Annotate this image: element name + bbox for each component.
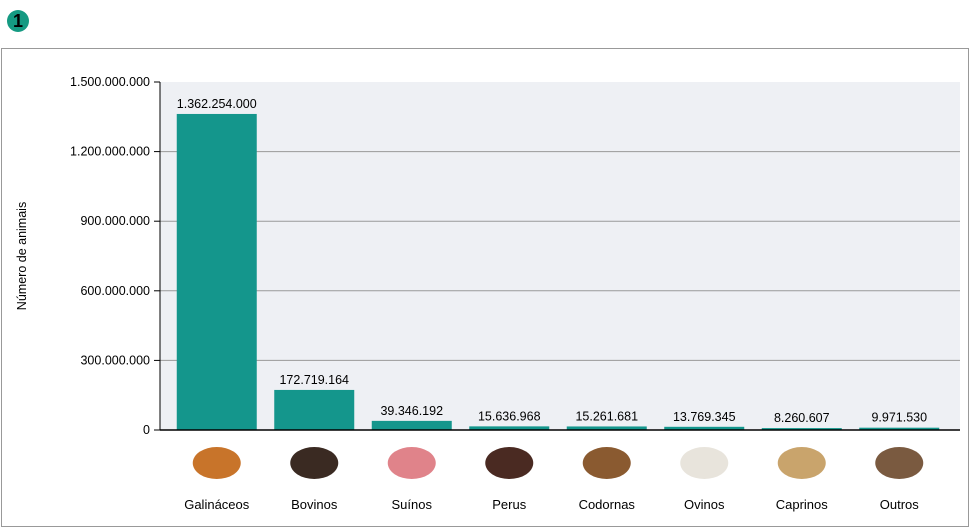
- y-tick-label: 0: [143, 423, 150, 437]
- y-axis-label: Número de animais: [15, 202, 29, 310]
- data-label: 15.261.681: [575, 409, 638, 423]
- y-tick-label: 900.000.000: [80, 214, 150, 228]
- bar-outros: [859, 427, 940, 430]
- bar-codornas: [566, 426, 647, 430]
- bar-perus: [469, 426, 550, 430]
- x-tick-label: Galináceos: [184, 497, 250, 512]
- quail-icon: [582, 447, 631, 479]
- bar-caprinos: [761, 428, 842, 430]
- y-tick-label: 1.500.000.000: [70, 75, 150, 89]
- bar-bovinos: [274, 389, 355, 430]
- x-tick-label: Ovinos: [684, 497, 725, 512]
- data-label: 9.971.530: [871, 411, 927, 425]
- data-label: 15.636.968: [478, 409, 541, 423]
- other-animals-icon: [875, 447, 924, 479]
- data-label: 172.719.164: [279, 373, 349, 387]
- x-tick-label: Perus: [492, 497, 526, 512]
- data-label: 1.362.254.000: [177, 97, 257, 111]
- x-tick-label: Suínos: [392, 497, 433, 512]
- pig-icon: [387, 447, 436, 479]
- chicken-icon: [192, 447, 241, 479]
- bar-galináceos: [176, 113, 257, 431]
- x-tick-label: Codornas: [579, 497, 636, 512]
- y-tick-label: 1.200.000.000: [70, 145, 150, 159]
- data-label: 39.346.192: [380, 404, 443, 418]
- bar-ovinos: [664, 426, 745, 430]
- figure-number-badge: 1: [7, 10, 29, 32]
- turkey-icon: [485, 447, 534, 479]
- data-label: 13.769.345: [673, 410, 736, 424]
- y-tick-label: 600.000.000: [80, 284, 150, 298]
- x-tick-label: Caprinos: [776, 497, 829, 512]
- x-tick-label: Outros: [880, 497, 920, 512]
- sheep-icon: [680, 447, 729, 479]
- chart-frame: [1, 48, 969, 527]
- plot-area: [160, 82, 960, 430]
- goat-icon: [777, 447, 826, 479]
- data-label: 8.260.607: [774, 411, 830, 425]
- cow-icon: [290, 447, 339, 479]
- bar-suínos: [371, 420, 452, 430]
- y-tick-label: 300.000.000: [80, 353, 150, 367]
- x-tick-label: Bovinos: [291, 497, 338, 512]
